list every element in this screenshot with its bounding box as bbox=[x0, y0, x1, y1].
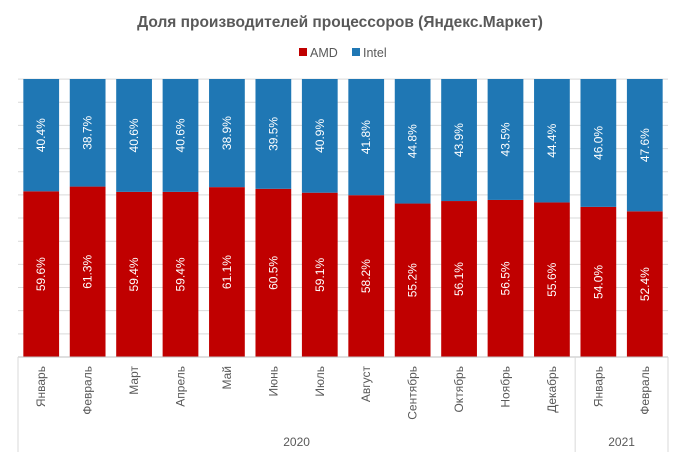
category-tick-label: Февраль bbox=[638, 366, 652, 415]
bar-intel bbox=[23, 79, 60, 192]
data-label-amd: 59.4% bbox=[127, 257, 141, 291]
data-label-amd: 61.1% bbox=[220, 255, 234, 289]
category-tick-label: Январь bbox=[34, 366, 48, 407]
category-tick-label: Январь bbox=[591, 366, 605, 407]
bar-intel bbox=[348, 79, 385, 196]
legend-swatch-amd bbox=[299, 48, 307, 56]
data-label-intel: 44.4% bbox=[545, 123, 559, 157]
category-axis: Январь Февраль Март Апрель Май Июнь Июль Август… bbox=[17, 356, 669, 452]
bar-intel bbox=[255, 79, 292, 189]
category-tick-label: Август bbox=[359, 366, 373, 403]
data-label-intel: 40.6% bbox=[174, 118, 188, 152]
bar-amd bbox=[162, 191, 199, 357]
data-label-intel: 40.6% bbox=[127, 118, 141, 152]
data-label-amd: 59.1% bbox=[313, 258, 327, 292]
data-label-amd: 61.3% bbox=[81, 254, 95, 288]
group-label: 2020 bbox=[283, 435, 310, 449]
category-tick-label: Апрель bbox=[174, 366, 188, 407]
bar-amd bbox=[441, 201, 477, 357]
bar-amd bbox=[301, 192, 338, 357]
legend-label-amd: AMD bbox=[310, 46, 338, 60]
data-label-amd: 52.4% bbox=[638, 267, 652, 301]
category-tick-label: Февраль bbox=[81, 366, 95, 415]
bar-intel bbox=[534, 79, 570, 203]
bar-amd bbox=[209, 187, 245, 357]
category-tick-label: Сентябрь bbox=[406, 366, 420, 420]
bar-intel bbox=[209, 79, 245, 188]
data-label-intel: 46.0% bbox=[591, 126, 605, 160]
bar-intel bbox=[394, 79, 431, 204]
bar-intel bbox=[487, 79, 524, 200]
data-label-intel: 41.8% bbox=[359, 120, 373, 154]
bar-amd bbox=[626, 211, 663, 357]
bar-amd bbox=[580, 206, 617, 357]
category-tick-label: Декабрь bbox=[545, 366, 559, 413]
bar-amd bbox=[255, 188, 292, 357]
data-label-intel: 44.8% bbox=[406, 124, 420, 158]
category-tick-label: Март bbox=[127, 366, 141, 395]
data-label-intel: 40.4% bbox=[34, 118, 48, 152]
category-tick-label: Октябрь bbox=[452, 366, 466, 413]
bar-intel bbox=[626, 79, 663, 212]
bar-intel bbox=[69, 79, 106, 187]
category-tick-label: Ноябрь bbox=[499, 366, 513, 408]
data-label-amd: 55.2% bbox=[406, 263, 420, 297]
data-label-intel: 38.7% bbox=[81, 115, 95, 149]
group-label: 2021 bbox=[608, 435, 635, 449]
legend-swatch-intel bbox=[352, 48, 360, 56]
bar-amd bbox=[348, 195, 385, 357]
data-label-intel: 38.9% bbox=[220, 116, 234, 150]
chart-legend: AMD Intel bbox=[299, 46, 387, 60]
data-label-amd: 56.1% bbox=[452, 262, 466, 296]
data-label-amd: 59.4% bbox=[174, 257, 188, 291]
legend-label-intel: Intel bbox=[363, 46, 387, 60]
data-label-amd: 56.5% bbox=[499, 261, 513, 295]
bar-amd bbox=[487, 199, 524, 357]
data-label-amd: 54.0% bbox=[591, 265, 605, 299]
bar-intel bbox=[162, 79, 199, 192]
data-label-amd: 55.6% bbox=[545, 262, 559, 296]
bar-intel bbox=[580, 79, 617, 207]
category-tick-label: Май bbox=[220, 366, 234, 390]
data-label-intel: 43.5% bbox=[499, 122, 513, 156]
bar-intel bbox=[441, 79, 477, 202]
data-label-intel: 43.9% bbox=[452, 123, 466, 157]
bar-intel bbox=[116, 79, 152, 192]
category-tick-label: Июнь bbox=[266, 366, 280, 397]
data-label-intel: 40.9% bbox=[313, 119, 327, 153]
bar-amd bbox=[69, 186, 106, 357]
data-label-intel: 39.5% bbox=[266, 117, 280, 151]
category-tick-label: Июль bbox=[313, 366, 327, 397]
data-label-amd: 60.5% bbox=[266, 256, 280, 290]
bar-amd bbox=[394, 203, 431, 357]
bar-intel bbox=[301, 79, 338, 193]
data-label-amd: 59.6% bbox=[34, 257, 48, 291]
chart-title: Доля производителей процессоров (Яндекс.… bbox=[137, 14, 543, 31]
bar-amd bbox=[116, 191, 152, 357]
bar-amd bbox=[534, 202, 570, 357]
plot-area: 59.6% 40.4% 61.3% 38.7% 59.4% 40.6% 59.4% 40.6%… bbox=[18, 78, 668, 358]
bar-amd bbox=[23, 191, 60, 357]
data-label-intel: 47.6% bbox=[638, 128, 652, 162]
data-label-amd: 58.2% bbox=[359, 259, 373, 293]
